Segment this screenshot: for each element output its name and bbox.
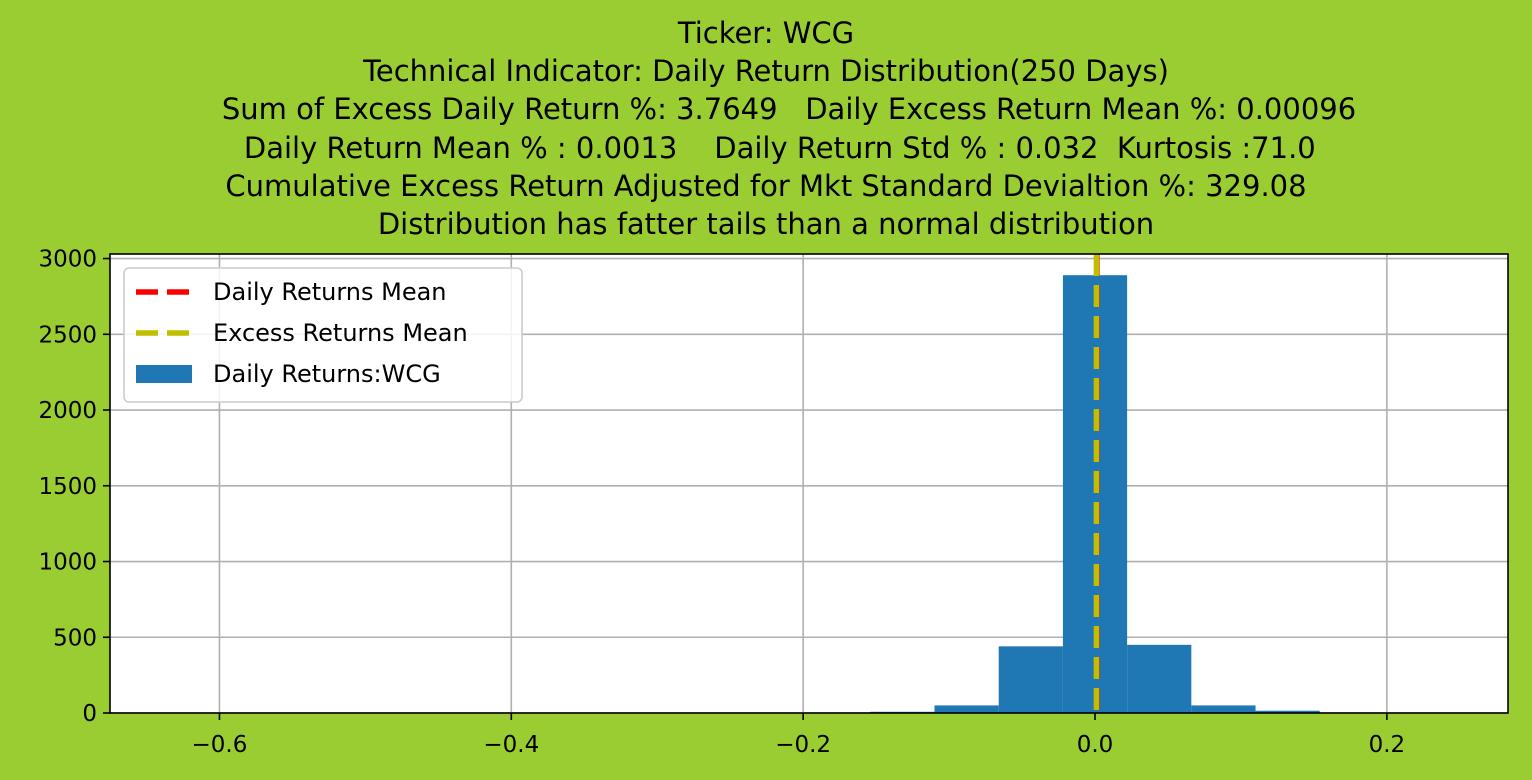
title-line-distribution-note: Distribution has fatter tails than a nor…	[377, 207, 1155, 242]
x-tick-label: 0.0	[1077, 732, 1114, 758]
chart-title: Ticker: WCG Technical Indicator: Daily R…	[0, 14, 1532, 243]
histogram-bar	[1191, 705, 1256, 713]
title-line-return-stats: Daily Return Mean % : 0.0013 Daily Retur…	[216, 130, 1316, 165]
title-line-excess-stats: Sum of Excess Daily Return %: 3.7649 Dai…	[175, 92, 1357, 127]
x-tick-label: −0.2	[775, 732, 831, 758]
y-tick-label: 3000	[38, 247, 97, 273]
plot-frame	[109, 253, 1509, 714]
y-tick-label: 2000	[38, 398, 97, 424]
y-tick-label: 1000	[38, 550, 97, 576]
x-tick-label: −0.4	[483, 732, 539, 758]
legend-label: Daily Returns Mean	[213, 278, 447, 306]
y-tick-label: 0	[82, 701, 97, 727]
legend-patch-swatch	[136, 365, 192, 383]
title-line-indicator: Technical Indicator: Daily Return Distri…	[363, 54, 1169, 89]
histogram-bar	[998, 646, 1063, 713]
y-tick-label: 500	[53, 625, 97, 651]
axes: −0.6 −0.4 −0.2 0.0 0.2 0 500 1000 1500 2000 2500 30…	[38, 247, 1405, 758]
histogram-bar	[1255, 710, 1320, 713]
x-tick-label: 0.2	[1369, 732, 1406, 758]
title-line-cumulative: Cumulative Excess Return Adjusted for Mk…	[225, 168, 1307, 203]
legend-box	[123, 267, 523, 403]
y-tick-label: 2500	[38, 322, 97, 348]
legend-label: Excess Returns Mean	[213, 319, 468, 347]
title-line-ticker: Ticker: WCG	[677, 16, 855, 50]
legend-label: Daily Returns:WCG	[213, 360, 441, 388]
histogram-bar	[1127, 644, 1192, 713]
histogram-bar	[934, 705, 999, 713]
y-tick-label: 1500	[38, 474, 97, 500]
x-tick-label: −0.6	[192, 732, 248, 758]
legend: Daily Returns Mean Excess Returns Mean Dai…	[123, 267, 523, 403]
